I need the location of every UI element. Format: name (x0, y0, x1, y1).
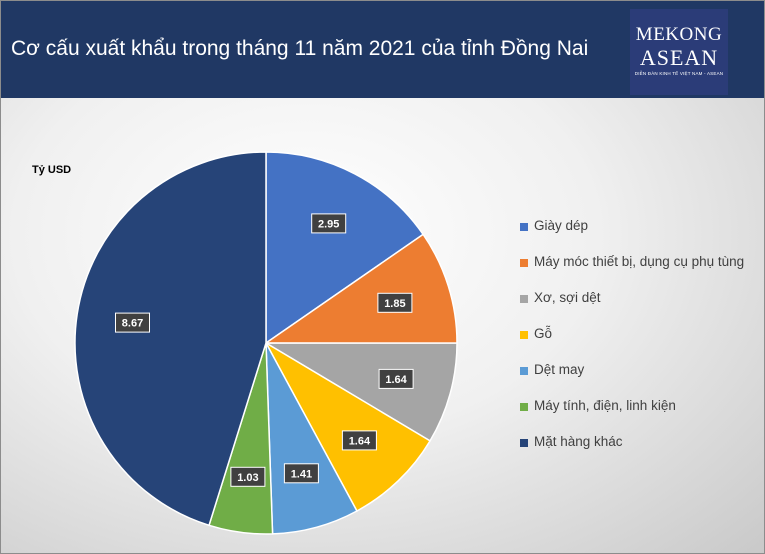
data-label-2: 1.85 (377, 292, 413, 313)
legend-label: Máy móc thiết bị, dụng cụ phụ tùng (534, 254, 745, 269)
data-label-box (115, 312, 150, 333)
legend-swatch (520, 259, 528, 267)
legend-label: Giày dép (534, 218, 589, 233)
data-label-box (283, 463, 319, 484)
data-label-box (377, 292, 413, 313)
legend-item-6: Máy tính, điện, linh kiện (520, 398, 760, 435)
pie-slice-1 (265, 151, 425, 345)
data-label-text: 8.67 (122, 318, 143, 330)
data-label-box (378, 368, 414, 389)
logo-line-1: MEKONG (635, 24, 723, 45)
legend-item-1: Giày dép (520, 218, 760, 255)
data-label-1: 2.95 (311, 213, 347, 234)
legend-swatch (520, 367, 528, 375)
data-label-box (311, 213, 347, 234)
legend-swatch (520, 223, 528, 231)
legend-item-2: Máy móc thiết bị, dụng cụ phụ tùng (520, 254, 760, 291)
mekong-asean-logo: MEKONG ASEAN DIỄN ĐÀN KINH TẾ VIỆT NAM -… (630, 9, 728, 95)
legend-label: Dệt may (534, 362, 585, 377)
legend-label: Máy tính, điện, linh kiện (534, 398, 676, 413)
legend-item-3: Xơ, sợi dệt (520, 290, 760, 327)
legend-swatch (520, 331, 528, 339)
data-label-text: 1.41 (291, 468, 312, 480)
legend: Giày dép Máy móc thiết bị, dụng cụ phụ tù… (520, 218, 760, 471)
pie-slice-2 (263, 233, 458, 344)
data-label-text: 1.64 (385, 374, 407, 386)
data-label-5: 1.41 (283, 463, 319, 484)
legend-swatch (520, 295, 528, 303)
data-label-box (230, 466, 266, 487)
logo-line-2: ASEAN (639, 45, 719, 70)
legend-swatch (520, 403, 528, 411)
data-label-text: 1.85 (384, 298, 405, 310)
data-label-6: 1.03 (230, 466, 266, 487)
legend-label: Gỗ (534, 326, 553, 341)
pie-slice-3 (263, 342, 458, 442)
legend-label: Xơ, sợi dệt (534, 290, 601, 305)
data-label-4: 1.64 (341, 430, 377, 451)
data-label-text: 1.03 (237, 472, 258, 484)
legend-item-4: Gỗ (520, 326, 760, 363)
data-label-7: 8.67 (115, 312, 150, 333)
chart-title: Cơ cấu xuất khẩu trong tháng 11 năm 2021… (11, 37, 589, 60)
pie-slice-7 (74, 151, 267, 527)
legend-label: Mặt hàng khác (534, 434, 623, 449)
logo-tagline: DIỄN ĐÀN KINH TẾ VIỆT NAM - ASEAN (634, 71, 724, 76)
data-label-box (341, 430, 377, 451)
legend-swatch (520, 439, 528, 447)
data-label-text: 1.64 (349, 435, 371, 447)
header-banner: Cơ cấu xuất khẩu trong tháng 11 năm 2021… (1, 1, 764, 98)
legend-item-5: Dệt may (520, 362, 760, 399)
unit-label: Tỷ USD (32, 164, 72, 176)
legend-item-7: Mặt hàng khác (520, 434, 760, 471)
data-label-3: 1.64 (378, 368, 414, 389)
pie-slice-4 (264, 340, 432, 512)
data-label-text: 2.95 (318, 218, 339, 230)
